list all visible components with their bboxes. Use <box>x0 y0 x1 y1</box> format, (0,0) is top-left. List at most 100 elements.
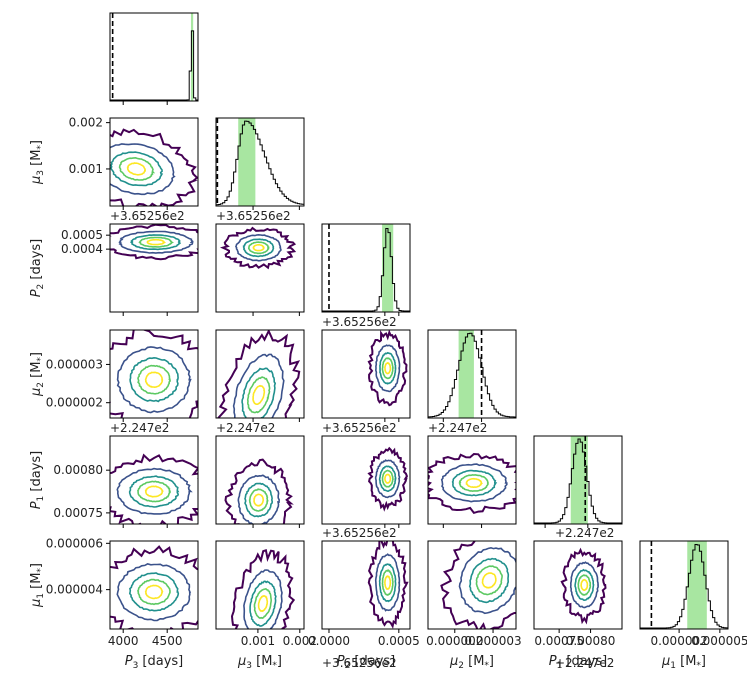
contour-level-4 <box>381 469 394 488</box>
contour-level-2 <box>110 143 176 196</box>
credible-band-mu3 <box>238 118 256 206</box>
contour-level-5 <box>465 477 484 489</box>
joint-mu1-P1 <box>533 540 623 630</box>
y-tick-label: 0.0005 <box>61 228 103 242</box>
contour-level-1 <box>110 128 198 206</box>
contour-level-1 <box>110 545 198 629</box>
panel-frame <box>215 435 305 525</box>
y-tick-label: 0.000006 <box>46 536 103 550</box>
panel-frame <box>215 223 305 313</box>
x-tick-label: 0.000002 <box>650 634 707 648</box>
contour-level-2 <box>374 459 401 499</box>
x-tick-label: 0.0005 <box>378 634 420 648</box>
x-tick-label: 0.002 <box>283 634 317 648</box>
axis-label-mu1: μ1 [M*] <box>29 563 46 608</box>
panel-frame <box>321 435 411 525</box>
x-tick-label: 0.001 <box>241 634 275 648</box>
marginal-P3 <box>109 12 199 102</box>
histogram-mu1 <box>639 544 729 629</box>
y-tick-label: 0.00080 <box>53 463 103 477</box>
contour-level-4 <box>248 488 269 512</box>
axis-label-mu3: μ3 [M*] <box>237 654 282 671</box>
panel-frame <box>639 540 729 630</box>
contour-level-2 <box>116 467 193 515</box>
contour-level-1 <box>110 453 198 524</box>
axis-label-mu3: μ3 [M*] <box>29 140 46 185</box>
contour-level-3 <box>249 580 277 627</box>
contour-level-1 <box>367 446 409 512</box>
contour-level-4 <box>458 473 490 493</box>
contour-level-4 <box>136 578 171 606</box>
contour-level-1 <box>219 226 297 270</box>
contour-level-3 <box>128 475 180 508</box>
contour-level-5 <box>384 361 392 375</box>
joint-mu3-P3 <box>109 117 199 207</box>
contour-level-3 <box>378 465 397 492</box>
x-tick-label: 4000 <box>108 634 139 648</box>
contour-level-3 <box>468 557 510 604</box>
marginal-P1 <box>533 435 623 525</box>
y-tick-label: 0.000003 <box>46 357 103 371</box>
axis-offset-label: +2.247e2 <box>110 421 169 435</box>
x-tick-label: 0.000005 <box>691 634 747 648</box>
panel-frame <box>109 540 199 630</box>
panel-frame <box>215 540 305 630</box>
credible-band-mu2 <box>458 330 474 418</box>
contour-level-4 <box>577 574 592 596</box>
axis-offset-label: +2.247e2 <box>555 656 614 670</box>
contour-level-5 <box>146 238 167 246</box>
contour-level-5 <box>257 595 269 613</box>
axis-label-P3: P3 [days] <box>125 654 184 671</box>
contour-level-3 <box>242 238 275 258</box>
contour-level-2 <box>440 463 508 503</box>
axis-label-P1: P1 [days] <box>29 451 46 510</box>
contour-level-3 <box>451 469 498 497</box>
panel-frame <box>533 540 623 630</box>
offset-labels: +3.65256e2 +3.65256e2 +3.65256e2 +2.247e2 +2… <box>110 209 614 670</box>
histogram-P1 <box>533 438 623 524</box>
panel-frame <box>321 540 411 630</box>
joint-P1-P3 <box>109 435 199 525</box>
contour-level-1 <box>110 330 198 418</box>
joint-mu2-P3 <box>109 329 199 419</box>
y-tick-label: 0.0004 <box>61 242 103 256</box>
joint-P2-P3 <box>109 223 199 313</box>
contour-level-1 <box>224 458 294 524</box>
credible-band-mu1 <box>687 541 707 629</box>
credible-band-P2 <box>382 224 394 312</box>
panel-frame <box>321 223 411 313</box>
joint-P1-P2 <box>321 435 411 525</box>
contour-level-5 <box>144 485 164 498</box>
histogram-mu3 <box>215 120 305 206</box>
contour-level-3 <box>129 234 182 251</box>
axis-offset-label: +2.247e2 <box>555 526 614 540</box>
y-tick-label: 0.000002 <box>46 396 103 410</box>
contour-level-5 <box>144 371 164 389</box>
axis-label-mu1: μ1 [M*] <box>661 654 706 671</box>
joint-mu1-P3 <box>109 540 199 630</box>
contour-level-3 <box>110 151 164 187</box>
contour-level-3 <box>379 351 397 385</box>
histogram-P3 <box>109 30 199 101</box>
contour-level-1 <box>428 452 516 515</box>
joint-P1-mu2 <box>427 435 517 525</box>
contour-level-2 <box>243 569 283 629</box>
contour-level-1 <box>367 541 409 629</box>
panel-frame <box>109 329 199 419</box>
contour-level-1 <box>230 548 296 629</box>
joint-mu1-P2 <box>321 540 411 630</box>
axis-label-P2: P2 [days] <box>29 239 46 298</box>
x-tick-label: 0.00080 <box>566 634 616 648</box>
axis-label-P2: P2 [days] <box>337 654 396 671</box>
x-tick-label: 0.000002 <box>426 634 483 648</box>
x-tick-label: 0.0000 <box>308 634 350 648</box>
contour-level-4 <box>138 236 175 248</box>
joint-mu2-mu3 <box>215 329 305 419</box>
contour-level-1 <box>367 330 408 407</box>
contour-level-3 <box>128 572 180 612</box>
joint-P2-mu3 <box>215 223 305 313</box>
panel-frame <box>215 329 305 419</box>
contour-level-4 <box>253 587 273 620</box>
credible-band-P1 <box>570 436 588 524</box>
